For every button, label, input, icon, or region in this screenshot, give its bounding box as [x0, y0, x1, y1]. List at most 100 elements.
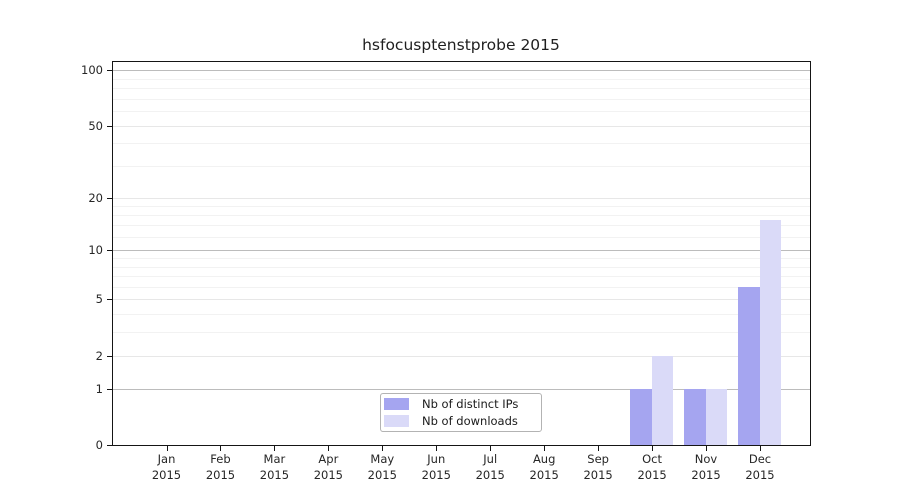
- x-tick-month: May: [370, 452, 395, 466]
- y-gridline-emphasized: [112, 70, 810, 72]
- x-tick-month: Apr: [318, 452, 339, 466]
- legend-swatch-downloads: [384, 415, 409, 427]
- plot-area: [112, 61, 810, 445]
- x-tick-year: 2015: [259, 468, 290, 482]
- x-tick-label: Jun 2015: [404, 451, 468, 483]
- x-tick-month: Dec: [748, 452, 772, 466]
- y-tick-mark: [107, 70, 112, 72]
- y-tick-label: 2: [95, 348, 103, 363]
- y-minor-gridline: [112, 88, 810, 90]
- x-tick-year: 2015: [583, 468, 613, 482]
- x-tick-month: Jan: [157, 452, 176, 466]
- bar-downloads-oct: [651, 355, 674, 445]
- right-spine: [810, 61, 811, 446]
- y-tick-label: 50: [88, 118, 103, 133]
- x-tick-mark: [760, 446, 761, 451]
- bar-downloads-dec: [759, 219, 781, 445]
- bar-distinct-ips-oct: [630, 388, 652, 445]
- y-tick-label: 1: [95, 381, 103, 396]
- x-tick-year: 2015: [367, 468, 397, 482]
- y-tick-mark: [107, 388, 112, 390]
- y-minor-gridline: [112, 111, 810, 113]
- x-tick-year: 2015: [691, 468, 721, 482]
- x-tick-month: Nov: [694, 452, 718, 466]
- y-minor-gridline: [112, 266, 810, 268]
- y-minor-gridline: [112, 225, 810, 227]
- y-minor-gridline: [112, 214, 810, 216]
- y-tick-label: 0: [95, 438, 103, 452]
- y-gridline-emphasized: [112, 388, 810, 390]
- y-gridline: [112, 125, 810, 127]
- x-tick-month: Oct: [642, 452, 663, 466]
- y-tick-label: 10: [88, 243, 103, 258]
- y-tick-label: 5: [95, 292, 103, 307]
- x-tick-label: Apr 2015: [296, 451, 360, 483]
- x-tick-mark: [166, 446, 168, 451]
- y-tick-mark: [107, 197, 112, 199]
- x-tick-mark: [598, 446, 600, 451]
- x-tick-month: Mar: [263, 452, 286, 466]
- legend-swatch-distinct-ips: [384, 398, 409, 410]
- x-tick-month: Aug: [532, 452, 556, 466]
- y-tick-label: 100: [81, 63, 103, 78]
- legend-item-downloads: Nb of downloads: [381, 413, 541, 429]
- chart-title: hsfocusptenstprobe 2015: [362, 36, 560, 54]
- y-minor-gridline: [112, 314, 810, 316]
- x-tick-year: 2015: [313, 468, 343, 482]
- x-tick-mark: [544, 446, 546, 451]
- y-minor-gridline: [112, 332, 810, 334]
- x-tick-year: 2015: [475, 468, 505, 482]
- x-tick-mark: [490, 446, 492, 451]
- x-tick-year: 2015: [205, 468, 236, 482]
- x-tick-label: Aug 2015: [512, 451, 576, 483]
- legend-label-downloads: Nb of downloads: [422, 414, 518, 428]
- y-minor-gridline: [112, 143, 810, 145]
- y-minor-gridline: [112, 257, 810, 259]
- bar-downloads-nov: [705, 388, 728, 445]
- x-tick-month: Feb: [210, 452, 231, 466]
- y-tick-label: 20: [88, 190, 103, 205]
- x-axis-line: [112, 445, 811, 446]
- y-tick-mark: [107, 125, 112, 127]
- x-tick-mark: [328, 446, 330, 451]
- x-tick-month: Jun: [427, 452, 446, 466]
- y-gridline: [112, 299, 810, 301]
- x-tick-label: Feb 2015: [188, 451, 252, 483]
- x-tick-year: 2015: [529, 468, 559, 482]
- legend: Nb of distinct IPs Nb of downloads: [380, 393, 542, 432]
- y-minor-gridline: [112, 276, 810, 278]
- x-tick-mark: [652, 446, 654, 451]
- y-minor-gridline: [112, 205, 810, 207]
- y-gridline: [112, 355, 810, 357]
- x-tick-label: Oct 2015: [620, 451, 684, 483]
- y-tick-mark: [107, 299, 112, 301]
- x-tick-label: Mar 2015: [242, 451, 306, 483]
- x-tick-year: 2015: [637, 468, 667, 482]
- x-tick-mark: [274, 446, 276, 451]
- x-tick-mark: [220, 446, 222, 451]
- x-tick-label: Nov 2015: [674, 451, 738, 483]
- y-minor-gridline: [112, 166, 810, 168]
- x-tick-mark: [436, 446, 438, 451]
- y-minor-gridline: [112, 286, 810, 288]
- x-tick-label: Dec 2015: [728, 451, 792, 483]
- bar-distinct-ips-nov: [684, 388, 706, 445]
- y-tick-mark: [107, 355, 112, 357]
- bar-distinct-ips-dec: [738, 286, 760, 445]
- y-tick-mark: [107, 250, 112, 252]
- y-axis-line: [112, 61, 113, 446]
- x-tick-label: May 2015: [350, 451, 414, 483]
- x-tick-label: Jul 2015: [458, 451, 522, 483]
- x-tick-month: Sep: [587, 452, 609, 466]
- x-tick-mark: [382, 446, 384, 451]
- legend-label-distinct-ips: Nb of distinct IPs: [422, 397, 519, 411]
- x-tick-label: Jan 2015: [135, 451, 199, 483]
- x-tick-year: 2015: [151, 468, 182, 482]
- legend-item-distinct-ips: Nb of distinct IPs: [381, 396, 541, 412]
- x-tick-year: 2015: [745, 468, 775, 482]
- x-tick-month: Jul: [483, 452, 498, 466]
- y-minor-gridline: [112, 236, 810, 238]
- y-gridline: [112, 197, 810, 199]
- y-minor-gridline: [112, 98, 810, 100]
